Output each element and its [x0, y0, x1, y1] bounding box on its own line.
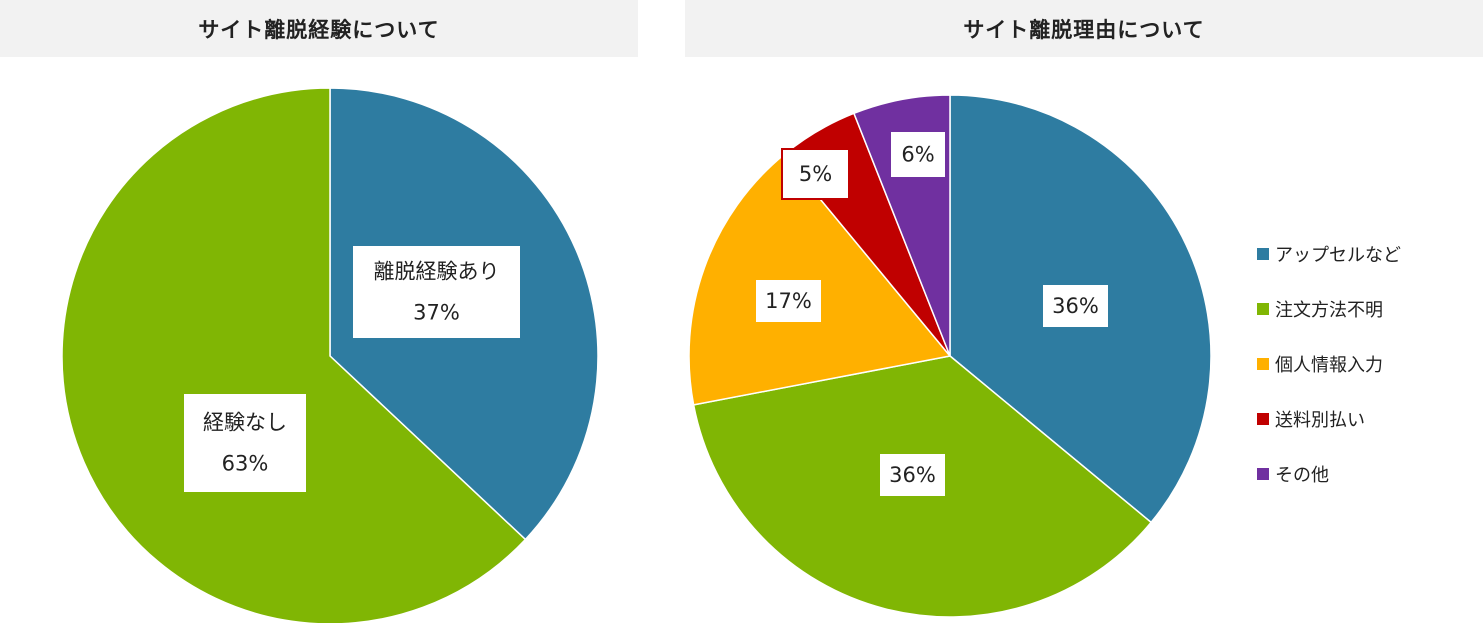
legend-label: その他 [1275, 464, 1329, 486]
data-label-1: 36% [1043, 285, 1108, 327]
data-label-box [880, 454, 945, 496]
pie-slice-2 [61, 87, 527, 623]
data-label-value: 63% [222, 452, 269, 476]
legend-item: 個人情報入力 [1257, 336, 1401, 391]
data-label-2: 36% [880, 454, 945, 496]
legend-swatch [1257, 467, 1269, 480]
data-label-5: 6% [891, 132, 945, 177]
data-label-category: 経験なし [203, 411, 287, 435]
legend-swatch [1257, 357, 1269, 370]
legend-swatch [1257, 247, 1269, 260]
legend-item: アップセルなど [1257, 226, 1401, 281]
chart-title-left: サイト離脱経験について [0, 0, 638, 57]
data-label-box [1043, 285, 1108, 327]
data-label-2: 経験なし 63% [184, 394, 306, 492]
data-label-value: 6% [901, 143, 934, 167]
legend-item: 送料別払い [1257, 391, 1401, 446]
pie-slice-3 [688, 153, 952, 406]
data-label-box [756, 280, 821, 322]
data-label-3: 17% [756, 280, 821, 322]
data-label-value: 36% [889, 463, 936, 487]
data-label-box [353, 246, 520, 338]
data-label-1: 離脱経験あり 37% [353, 246, 520, 338]
legend-label: 送料別払い [1275, 409, 1365, 431]
data-label-value: 5% [799, 162, 832, 186]
legend-swatch [1257, 302, 1269, 315]
legend-right: アップセルなど 注文方法不明 個人情報入力 送料別払いその他 [1257, 226, 1401, 501]
data-label-value: 36% [1052, 294, 1099, 318]
legend-item: 注文方法不明 [1257, 281, 1401, 336]
pie-chart-right [688, 94, 1212, 618]
legend-label: アップセルなど [1275, 244, 1401, 266]
data-label-box [184, 394, 306, 492]
data-label-box [891, 132, 945, 177]
legend-label: 注文方法不明 [1275, 299, 1383, 321]
legend-item: その他 [1257, 446, 1401, 501]
data-label-category: 離脱経験あり [374, 260, 500, 284]
legend-label: 個人情報入力 [1275, 354, 1383, 376]
data-label-box [781, 148, 850, 200]
legend-swatch [1257, 412, 1269, 425]
data-label-value: 17% [765, 289, 812, 313]
data-label-4: 5% [781, 148, 850, 200]
pie-chart-left [61, 87, 599, 623]
chart-title-right: サイト離脱理由について [685, 0, 1483, 57]
data-label-value: 37% [413, 301, 460, 325]
